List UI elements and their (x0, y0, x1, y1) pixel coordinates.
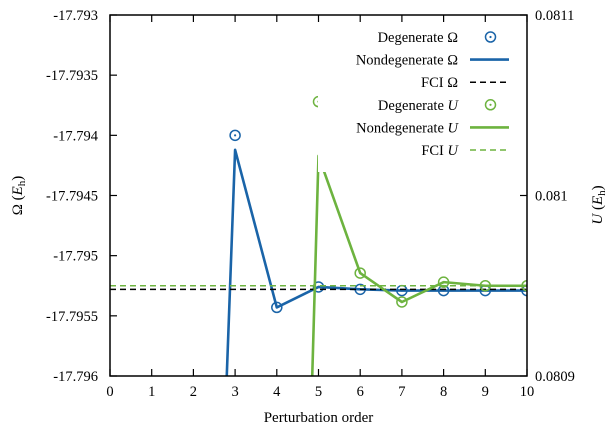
legend-marker (484, 31, 497, 43)
y-right-tick-label: 0.0809 (535, 369, 575, 385)
data-point (396, 296, 408, 308)
x-tick-label: 0 (106, 384, 113, 400)
legend-marker-dot (489, 103, 492, 106)
y-right-tick-label: 0.081 (535, 189, 568, 205)
x-tick-label: 8 (440, 384, 447, 400)
legend-label: Nondegenerate Ω (356, 53, 458, 69)
y-left-tick-label: -17.7955 (46, 309, 98, 325)
series-line (310, 154, 527, 376)
data-point (229, 129, 241, 142)
data-point-dot (234, 134, 237, 137)
x-tick-label: 3 (231, 384, 238, 400)
legend-label: Degenerate Ω (378, 30, 459, 46)
y-right-tick-label: 0.0811 (535, 8, 574, 24)
x-tick-label: 4 (273, 384, 281, 400)
legend-background (318, 22, 522, 172)
series-nondegenerate-omega (225, 148, 527, 376)
legend: Degenerate Ω Nondegenerate Ω FCI Ω Degenera… (318, 22, 522, 172)
y-left-tick-label: -17.7935 (46, 68, 98, 84)
series-nondegenerate-u (310, 154, 527, 376)
x-tick-label: 5 (315, 384, 322, 400)
y-left-tick-label: -17.796 (53, 369, 98, 385)
legend-marker (484, 99, 497, 111)
x-tick-label: 2 (190, 384, 197, 400)
legend-label: FCI Ω (421, 75, 458, 91)
axes: 0 1 2 3 4 5 6 7 8 9 10 -17.793 -17.7935 -17.794 -17.79… (46, 8, 575, 400)
legend-label: Nondegenerate U (356, 120, 459, 136)
x-tick-label: 7 (398, 384, 405, 400)
x-tick-label: 9 (482, 384, 489, 400)
y-left-tick-label: -17.793 (53, 8, 98, 24)
legend-label: FCI U (421, 143, 459, 159)
series-line (225, 148, 527, 376)
x-axis-title: Perturbation order (264, 410, 374, 426)
x-tick-label: 6 (357, 384, 364, 400)
x-tick-label: 1 (148, 384, 155, 400)
left-axis-title: Ω (Eh) (10, 176, 28, 216)
legend-marker-dot (489, 35, 492, 39)
right-axis-title: U (Eh) (590, 185, 608, 224)
legend-label: Degenerate U (378, 98, 460, 114)
y-left-tick-label: -17.7945 (46, 189, 98, 205)
x-tick-label: 10 (520, 384, 535, 400)
y-left-tick-label: -17.794 (53, 128, 98, 144)
data-point (354, 267, 366, 279)
y-left-tick-label: -17.795 (53, 249, 98, 265)
